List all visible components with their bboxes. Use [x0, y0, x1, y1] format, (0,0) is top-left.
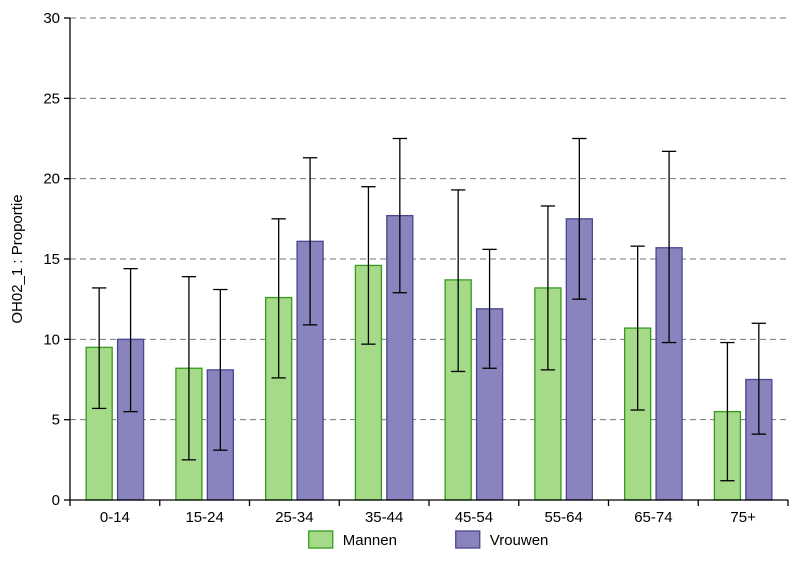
y-axis-label: OH02_1 : Proportie: [9, 194, 26, 323]
y-tick-label: 30: [43, 10, 60, 27]
y-tick-label: 25: [43, 90, 60, 107]
y-tick-label: 0: [52, 492, 60, 509]
x-tick-label: 65-74: [634, 509, 672, 526]
legend-label: Vrouwen: [490, 532, 549, 549]
legend-swatch: [456, 531, 480, 548]
legend-label: Mannen: [343, 532, 397, 549]
y-tick-label: 20: [43, 171, 60, 188]
x-tick-label: 25-34: [275, 509, 313, 526]
x-tick-label: 55-64: [544, 509, 582, 526]
x-tick-label: 0-14: [100, 509, 130, 526]
x-tick-label: 35-44: [365, 509, 403, 526]
y-tick-label: 15: [43, 251, 60, 268]
x-tick-label: 15-24: [185, 509, 223, 526]
chart-svg: 0 5 10 15 20 25 30 0-14 15-24 25-34 35-44 45-54 55-6…: [0, 0, 798, 571]
chart-container: 0 5 10 15 20 25 30 0-14 15-24 25-34 35-44 45-54 55-6…: [0, 0, 798, 571]
legend-swatch: [309, 531, 333, 548]
x-tick-label: 75+: [730, 509, 756, 526]
y-tick-label: 10: [43, 331, 60, 348]
x-tick-label: 45-54: [455, 509, 493, 526]
y-tick-label: 5: [52, 412, 60, 429]
